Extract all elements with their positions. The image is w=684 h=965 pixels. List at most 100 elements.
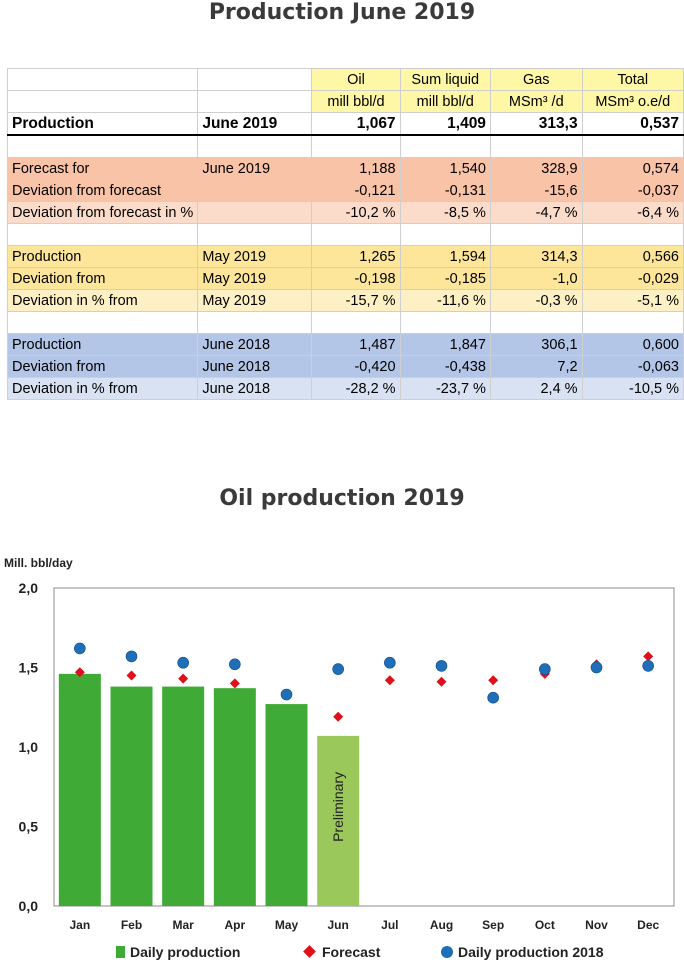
empty-cell — [581, 134, 684, 158]
cell-oil: -10,2 % — [311, 201, 401, 224]
empty-cell — [6, 134, 199, 158]
empty-cell — [197, 223, 313, 246]
cell-label: Deviation from — [6, 355, 199, 378]
forecast-marker — [74, 667, 85, 678]
header-cell: MSm³ o.e/d — [581, 90, 684, 113]
cell-liquid: -0,185 — [399, 267, 491, 290]
cell-label: Deviation in % from — [6, 377, 199, 400]
cell-gas: 314,3 — [489, 245, 583, 268]
cell-liquid: -0,131 — [399, 179, 491, 202]
x-tick-label: Nov — [585, 918, 608, 932]
cell-total: 0,574 — [581, 157, 684, 180]
cell-liquid: -8,5 % — [399, 201, 491, 224]
production-2018-marker — [487, 691, 499, 704]
preliminary-annotation: Preliminary — [330, 772, 346, 842]
cell-total: -6,4 % — [581, 201, 684, 224]
y-tick-label: 0,5 — [19, 819, 39, 835]
forecast-marker — [126, 670, 137, 681]
cell-gas: 313,3 — [489, 112, 583, 136]
production-2018-marker — [280, 688, 293, 701]
x-tick-label: Oct — [535, 918, 555, 932]
header-cell — [197, 90, 313, 113]
production-2018-marker — [384, 656, 396, 669]
empty-cell — [581, 311, 684, 334]
table-row: Production June 2018 1,487 1,847 306,1 0,600 — [6, 333, 684, 356]
header-cell: mill bbl/d — [311, 90, 401, 113]
production-table: Oil Sum liquid Gas Total mill bbl/d mill bbl/… — [6, 68, 684, 400]
production-2018-marker — [125, 650, 138, 663]
cell-liquid: -0,438 — [399, 355, 491, 378]
empty-cell — [311, 134, 401, 158]
cell-gas: 306,1 — [489, 333, 583, 356]
empty-cell — [489, 223, 583, 246]
spacer-row — [6, 134, 684, 158]
cell-label: Deviation from forecast in % — [6, 201, 199, 224]
table-header-row: Oil Sum liquid Gas Total — [6, 68, 684, 91]
cell-period: May 2019 — [197, 267, 313, 290]
y-axis-label: Mill. bbl/day — [4, 556, 73, 570]
empty-cell — [399, 311, 491, 334]
spacer-row — [6, 311, 684, 334]
cell-oil: -0,198 — [311, 267, 401, 290]
cell-period: June 2019 — [197, 157, 313, 180]
header-cell: MSm³ /d — [489, 90, 583, 113]
header-cell: Oil — [311, 68, 401, 91]
bar — [213, 688, 256, 906]
table-row: Forecast for June 2019 1,188 1,540 328,9 0,57… — [6, 157, 684, 180]
header-cell — [197, 68, 313, 91]
cell-period: June 2018 — [197, 333, 313, 356]
y-tick-label: 0,0 — [19, 898, 39, 914]
production-2018-marker — [590, 661, 603, 674]
x-tick-label: Sep — [482, 918, 504, 932]
cell-gas: 7,2 — [489, 355, 583, 378]
cell-oil: -0,420 — [311, 355, 401, 378]
cell-period: June 2019 — [197, 112, 313, 136]
x-tick-label: Aug — [430, 918, 453, 932]
cell-label: Deviation from forecast — [6, 179, 199, 202]
legend-daily-production: Daily production — [116, 944, 240, 960]
header-cell: Gas — [489, 68, 583, 91]
cell-oil: 1,067 — [311, 112, 401, 136]
table-row: Deviation from forecast in % -10,2 % -8,5 … — [6, 201, 684, 224]
cell-gas: -0,3 % — [489, 289, 583, 312]
header-cell — [6, 68, 199, 91]
cell-label: Deviation from — [6, 267, 199, 290]
oil-production-chart: Mill. bbl/day 0,0 0,5 1,0 1,5 2,0 Jan Feb Mar Apr… — [4, 556, 675, 932]
cell-period — [197, 201, 313, 224]
cell-oil: 1,265 — [311, 245, 401, 268]
cell-period: May 2019 — [197, 289, 313, 312]
x-tick-label: Jul — [381, 918, 398, 932]
cell-total: -0,063 — [581, 355, 684, 378]
cell-total: -0,029 — [581, 267, 684, 290]
production-2018-marker — [435, 660, 448, 672]
empty-cell — [6, 311, 199, 334]
forecast-marker — [488, 675, 499, 686]
empty-cell — [311, 311, 401, 334]
cell-total: -5,1 % — [581, 289, 684, 312]
empty-cell — [197, 311, 313, 334]
empty-cell — [581, 223, 684, 246]
cell-liquid: 1,847 — [399, 333, 491, 356]
y-tick-label: 1,5 — [19, 660, 39, 676]
empty-cell — [399, 134, 491, 158]
cell-liquid: -23,7 % — [399, 377, 491, 400]
legend-bar-swatch — [116, 946, 125, 958]
cell-gas: -15,6 — [489, 179, 583, 202]
x-tick-label: Dec — [637, 918, 659, 932]
x-tick-label: Jun — [327, 918, 348, 932]
forecast-marker — [643, 651, 654, 662]
legend-circle-icon — [441, 946, 453, 958]
chart-title: Oil production 2019 — [219, 486, 465, 511]
legend-daily-production-label: Daily production — [130, 944, 241, 960]
cell-label: Forecast for — [6, 157, 199, 180]
cell-period: May 2019 — [197, 245, 313, 268]
page-title: Production June 2019 — [208, 0, 476, 25]
x-tick-label: Apr — [224, 918, 245, 932]
header-cell: Sum liquid — [399, 68, 491, 91]
bar-preliminary — [317, 735, 360, 906]
x-tick-label: Feb — [121, 918, 142, 932]
empty-cell — [489, 311, 583, 334]
cell-oil: -0,121 — [311, 179, 401, 202]
empty-cell — [489, 134, 583, 158]
table-row: Deviation from May 2019 -0,198 -0,185 -1,0 -0… — [6, 267, 684, 290]
